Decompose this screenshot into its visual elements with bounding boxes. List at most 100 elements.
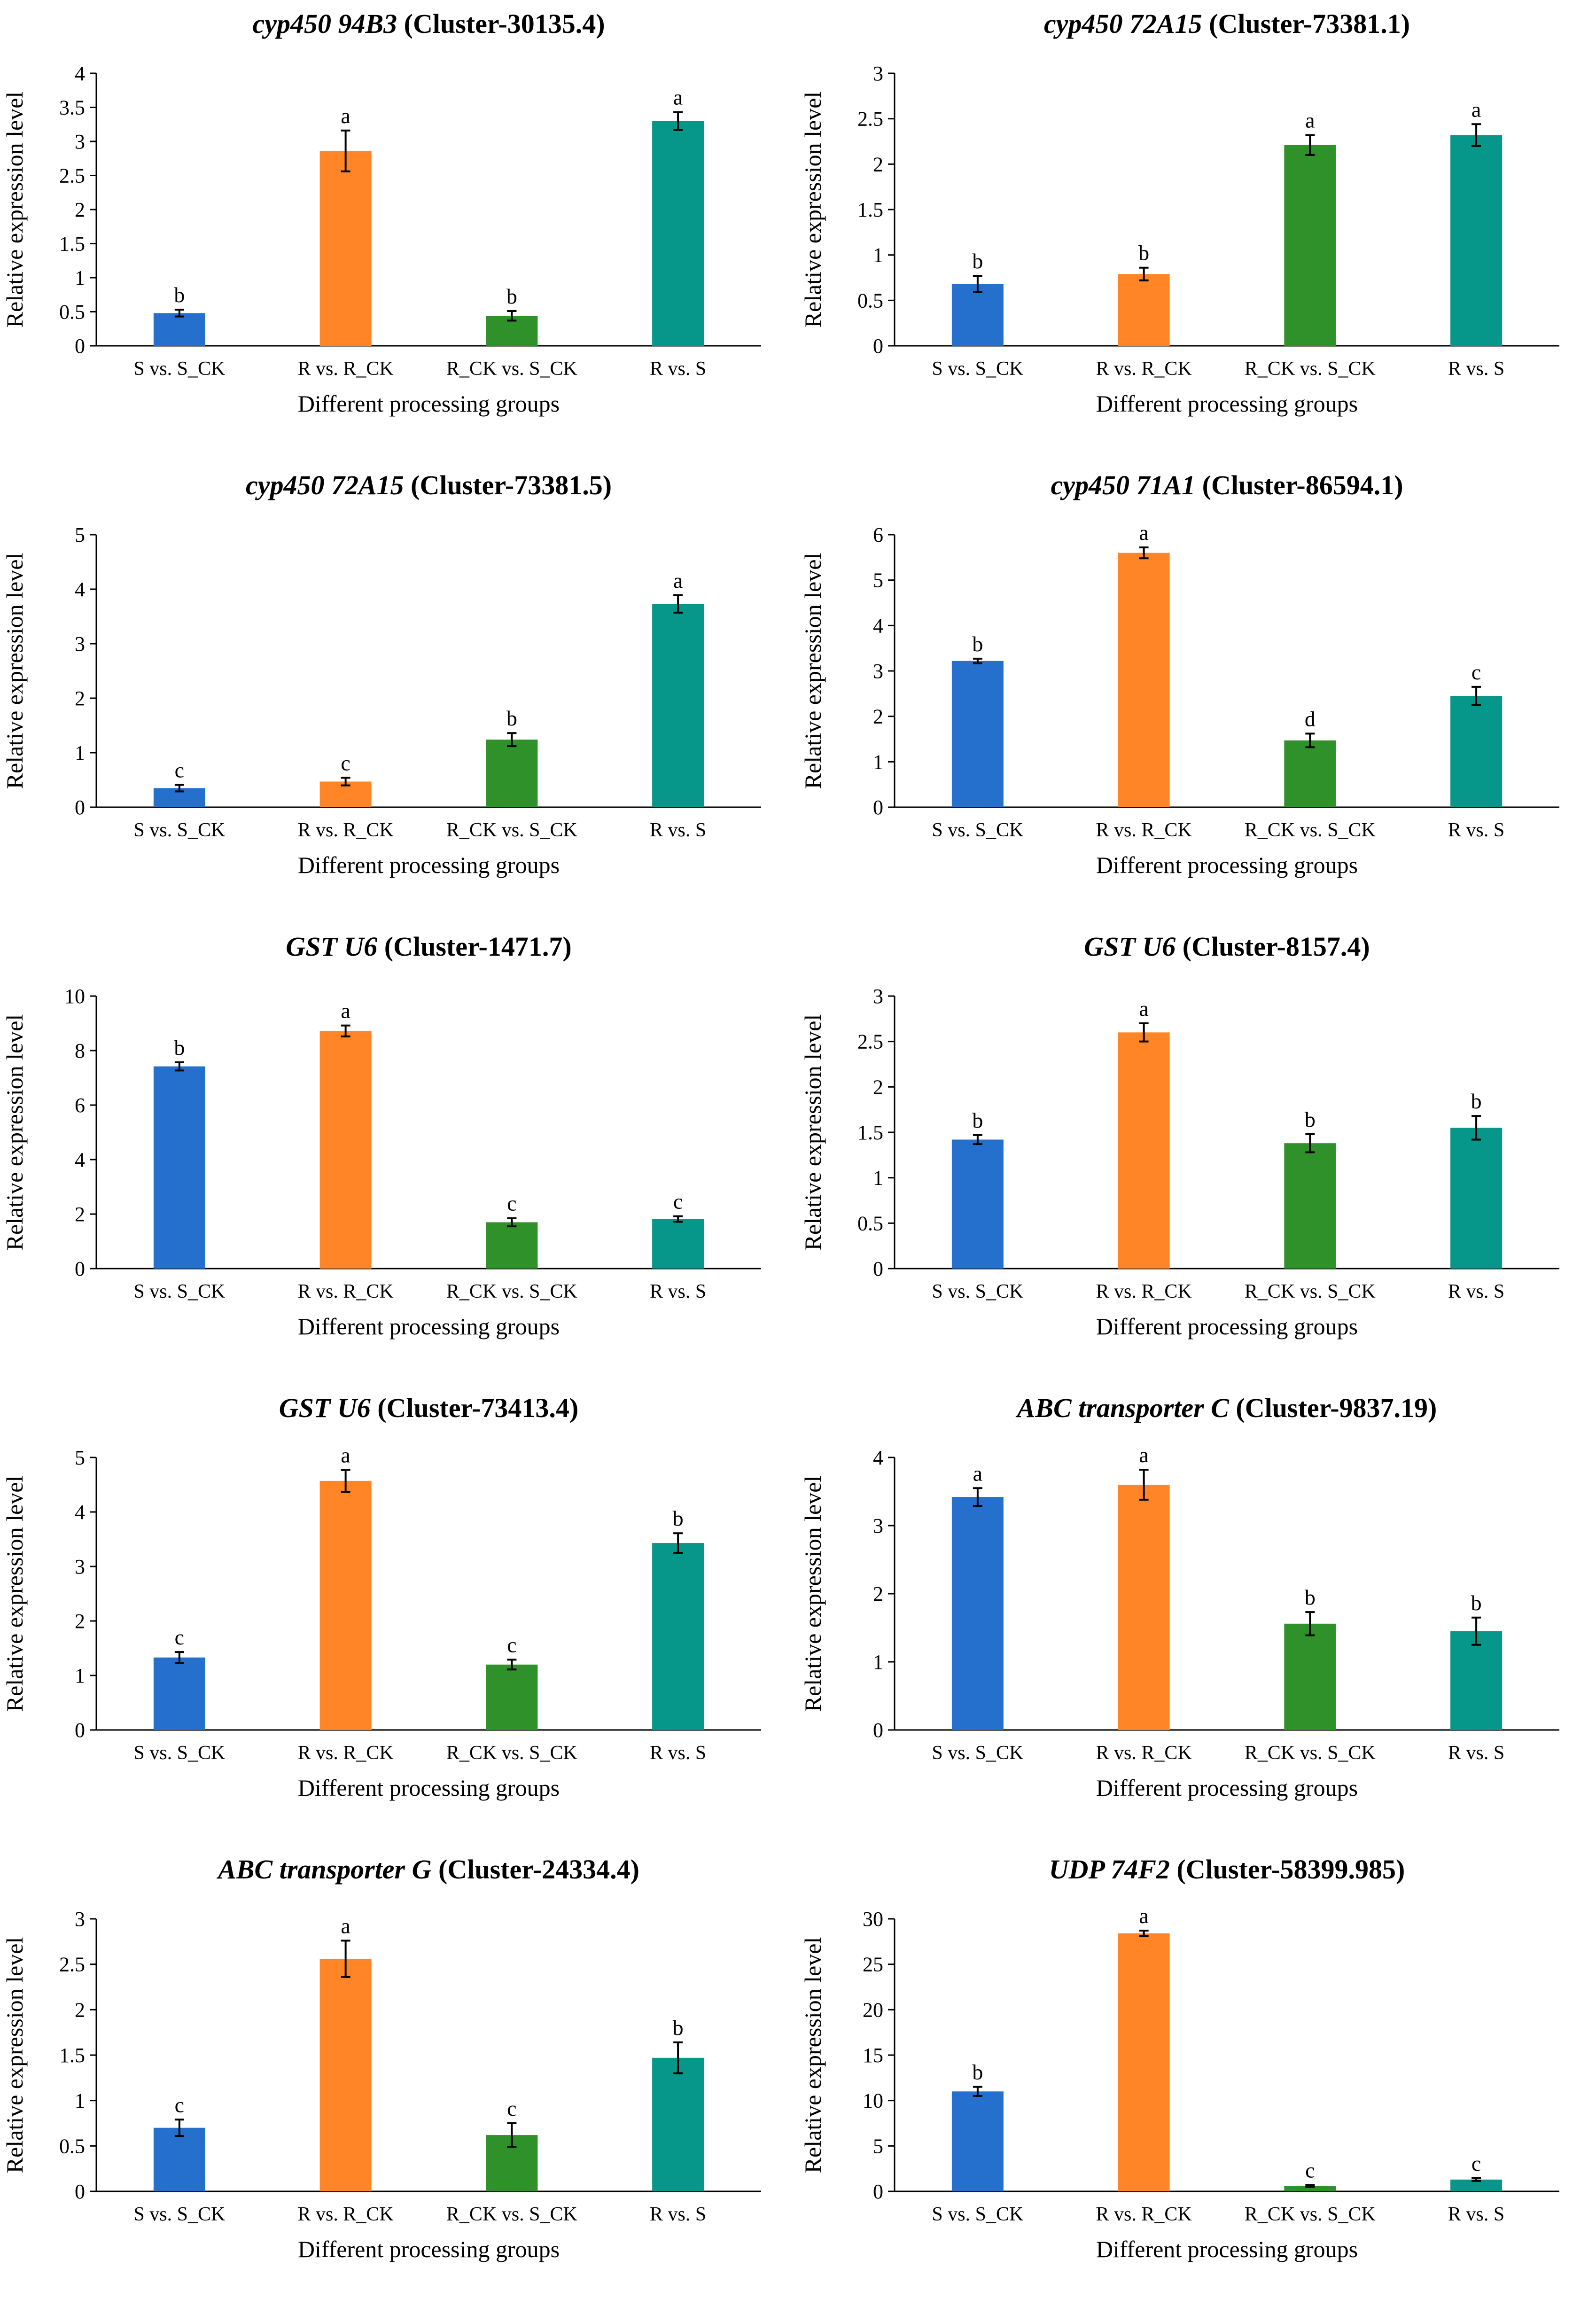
chart-title-gene-1: cyp450 94B3: [252, 8, 397, 39]
significance-label-4-1: b: [972, 632, 983, 656]
y-tick-label-2: 2.5: [857, 108, 883, 131]
bar-4-3: [1284, 740, 1336, 807]
significance-label-8-4: b: [1471, 1591, 1482, 1615]
significance-label-2-1: b: [972, 249, 983, 273]
category-label-6-1: S vs. S_CK: [932, 1281, 1023, 1302]
category-label-1-1: S vs. S_CK: [133, 358, 225, 380]
y-tick-label-7: 5: [75, 1446, 85, 1469]
chart-panel-5: GST U6 (Cluster-1471.7) 0 2 4 6 8 10 Relative e…: [0, 923, 798, 1383]
category-label-10-2: R vs. R_CK: [1096, 2204, 1192, 2225]
chart-title-gene-10: UDP 74F2: [1049, 1854, 1170, 1885]
y-tick-label-9: 2: [75, 1998, 85, 2021]
chart-title-3: cyp450 72A15 (Cluster-73381.5): [246, 470, 612, 500]
chart-title-9: ABC transporter G (Cluster-24334.4): [217, 1854, 639, 1885]
bar-6-2: [1118, 1032, 1170, 1269]
bar-chart-7: GST U6 (Cluster-73413.4) 0 1 2 3 4 5 Relative e…: [1, 1393, 761, 1801]
bar-6-3: [1284, 1143, 1336, 1269]
bar-1-4: [652, 121, 704, 346]
bar-4-4: [1450, 696, 1503, 807]
significance-label-6-1: b: [972, 1108, 983, 1132]
category-label-9-1: S vs. S_CK: [133, 2204, 225, 2225]
y-tick-label-1: 3.5: [59, 96, 85, 119]
significance-label-4-2: a: [1139, 521, 1148, 545]
y-tick-label-8: 0: [873, 1719, 883, 1742]
chart-panel-8: ABC transporter C (Cluster-9837.19) 0 1 2 3 4…: [798, 1384, 1596, 1845]
chart-panel-6: GST U6 (Cluster-8157.4) 0 0.5 1 1.5 2 2.5 3 Rela…: [798, 923, 1596, 1383]
y-tick-label-4: 3: [873, 660, 883, 683]
chart-panel-10: UDP 74F2 (Cluster-58399.985) 0 5 10 15 20 25 30…: [798, 1846, 1596, 2306]
y-tick-label-8: 4: [873, 1446, 883, 1469]
y-tick-label-3: 0: [75, 796, 85, 819]
y-tick-label-2: 1.5: [857, 198, 883, 221]
bar-1-2: [319, 151, 372, 346]
category-label-7-3: R_CK vs. S_CK: [446, 1742, 577, 1764]
bar-chart-6: GST U6 (Cluster-8157.4) 0 0.5 1 1.5 2 2.5 3 Rela…: [800, 931, 1559, 1340]
y-axis-title-8: Relative expression level: [800, 1476, 826, 1712]
significance-label-2-4: a: [1471, 97, 1481, 121]
y-tick-label-8: 1: [873, 1651, 883, 1674]
y-tick-label-4: 0: [873, 796, 883, 819]
bar-8-3: [1284, 1623, 1336, 1730]
bar-chart-1: cyp450 94B3 (Cluster-30135.4) 0 0.5 1 1.5 2 2.…: [1, 8, 761, 417]
bar-1-1: [153, 313, 205, 346]
significance-label-10-4: c: [1471, 2151, 1481, 2175]
bar-7-3: [486, 1664, 538, 1730]
bar-chart-8: ABC transporter C (Cluster-9837.19) 0 1 2 3 4…: [800, 1393, 1559, 1801]
significance-label-9-1: c: [175, 2093, 184, 2117]
category-label-2-4: R vs. S: [1448, 358, 1504, 380]
y-tick-label-3: 5: [75, 523, 85, 546]
significance-label-7-2: a: [341, 1443, 350, 1467]
y-tick-label-4: 6: [873, 523, 883, 546]
y-axis-title-4: Relative expression level: [800, 553, 826, 789]
y-axis-title-1: Relative expression level: [1, 92, 28, 328]
y-tick-label-1: 2: [75, 198, 85, 221]
bar-9-1: [153, 2127, 205, 2191]
y-tick-label-10: 10: [863, 2089, 883, 2112]
y-tick-label-10: 30: [863, 1908, 883, 1931]
significance-label-7-1: c: [175, 1625, 184, 1649]
y-tick-label-9: 1: [75, 2089, 85, 2112]
y-tick-label-1: 1.5: [59, 233, 85, 256]
y-tick-label-9: 2.5: [59, 1953, 85, 1976]
bar-chart-10: UDP 74F2 (Cluster-58399.985) 0 5 10 15 20 25 30…: [800, 1854, 1559, 2262]
y-tick-label-1: 0: [75, 335, 85, 358]
category-label-1-2: R vs. R_CK: [298, 358, 394, 380]
chart-panel-2: cyp450 72A15 (Cluster-73381.1) 0 0.5 1 1.5 2 2…: [798, 0, 1596, 460]
bar-5-4: [652, 1219, 704, 1269]
category-label-1-3: R_CK vs. S_CK: [446, 358, 577, 380]
significance-label-6-4: b: [1471, 1089, 1482, 1113]
x-axis-title-2: Different processing groups: [1096, 390, 1358, 417]
y-axis-title-9: Relative expression level: [1, 1937, 28, 2174]
chart-title-cluster-4: (Cluster-86594.1): [1195, 470, 1403, 500]
category-label-5-4: R vs. S: [650, 1281, 706, 1302]
y-tick-label-1: 1: [75, 266, 85, 289]
significance-label-9-3: c: [507, 2096, 516, 2120]
category-label-9-4: R vs. S: [650, 2204, 706, 2225]
bar-4-2: [1118, 553, 1170, 807]
y-axis-title-7: Relative expression level: [1, 1476, 28, 1712]
significance-label-1-2: a: [341, 104, 350, 128]
chart-panel-3: cyp450 72A15 (Cluster-73381.5) 0 1 2 3 4 5 Rela…: [0, 461, 798, 922]
significance-label-10-2: a: [1139, 1904, 1148, 1928]
chart-title-gene-3: cyp450 72A15: [246, 470, 404, 500]
category-label-3-1: S vs. S_CK: [133, 819, 225, 841]
category-label-4-4: R vs. S: [1448, 819, 1504, 841]
significance-label-3-2: c: [341, 751, 350, 775]
bar-3-4: [652, 604, 704, 807]
y-tick-label-3: 1: [75, 741, 85, 764]
y-tick-label-9: 1.5: [59, 2044, 85, 2067]
x-axis-title-6: Different processing groups: [1096, 1313, 1358, 1340]
x-axis-title-5: Different processing groups: [298, 1313, 560, 1340]
chart-title-gene-8: ABC transporter C: [1016, 1393, 1230, 1423]
significance-label-5-4: c: [673, 1190, 683, 1214]
category-label-8-4: R vs. S: [1448, 1742, 1504, 1764]
category-label-6-2: R vs. R_CK: [1096, 1281, 1192, 1302]
bar-7-2: [319, 1480, 372, 1730]
bar-3-3: [486, 740, 538, 807]
bar-10-3: [1284, 2186, 1336, 2191]
category-label-9-3: R_CK vs. S_CK: [446, 2204, 577, 2225]
bar-chart-5: GST U6 (Cluster-1471.7) 0 2 4 6 8 10 Relative e…: [1, 931, 761, 1340]
y-tick-label-4: 4: [873, 614, 883, 637]
category-label-5-3: R_CK vs. S_CK: [446, 1281, 577, 1302]
y-tick-label-5: 8: [75, 1039, 85, 1062]
